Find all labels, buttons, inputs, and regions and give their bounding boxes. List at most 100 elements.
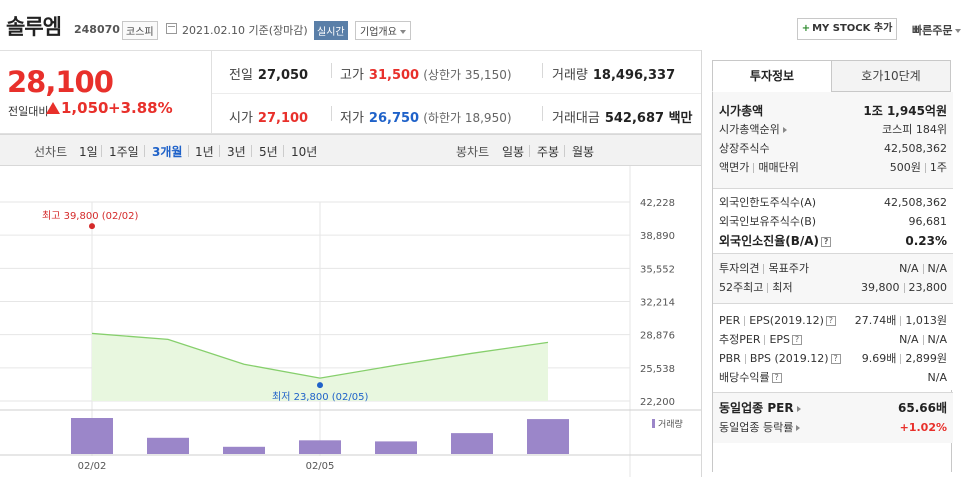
- divider: [903, 283, 905, 293]
- tab-5years[interactable]: 5년: [259, 145, 278, 159]
- per-label: PER: [719, 314, 741, 327]
- tab-orderbook-10[interactable]: 호가10단계: [831, 60, 951, 92]
- week52-high-value: 39,800: [861, 281, 900, 294]
- open-label: 시가: [229, 111, 253, 126]
- per-labels: PER EPS(2019.12)?: [719, 312, 836, 330]
- stock-name: 솔루엠: [6, 15, 62, 39]
- volume-bar: [375, 441, 417, 454]
- bps-label: BPS (2019.12): [749, 352, 829, 365]
- my-stock-add-button[interactable]: + MY STOCK 추가: [797, 18, 897, 40]
- tab-1year[interactable]: 1년: [195, 145, 214, 159]
- section-divider: [713, 303, 953, 304]
- tab-monthly-candle[interactable]: 월봉: [572, 145, 595, 159]
- shares-row: 상장주식수 42,508,362: [719, 140, 947, 158]
- candle-chart-label[interactable]: 봉차트: [456, 145, 490, 159]
- change-label: 전일대비: [8, 105, 49, 118]
- divider: [101, 145, 102, 157]
- week52-values: 39,800 23,800: [861, 279, 947, 297]
- sector-section: 동일업종 PER 65.66배 동일업종 등락률 +1.02%: [713, 393, 953, 443]
- volume-bar: [299, 440, 341, 454]
- valuation-section: PER EPS(2019.12)? 27.74배 1,013원 추정PER EPS? …: [713, 304, 953, 390]
- sector-rate-row[interactable]: 동일업종 등락률 +1.02%: [719, 419, 947, 437]
- face-value-labels: 액면가 매매단위: [719, 159, 799, 177]
- pbr-value: 9.69배: [861, 352, 897, 365]
- high-point: [89, 223, 95, 230]
- divider: [283, 145, 284, 157]
- tab-investment-info[interactable]: 투자정보: [712, 60, 832, 92]
- foreign-limit-label: 외국인한도주식수(A): [719, 196, 817, 209]
- volume-bar: [71, 418, 113, 454]
- opinion-labels: 투자의견 목표주가: [719, 260, 809, 278]
- opinion-values: N/A N/A: [899, 260, 947, 278]
- tab-3months[interactable]: 3개월: [152, 145, 183, 159]
- shares-value: 42,508,362: [884, 142, 947, 155]
- tab-3years[interactable]: 3년: [227, 145, 246, 159]
- my-stock-label: MY STOCK 추가: [812, 23, 893, 34]
- foreign-limit-row: 외국인한도주식수(A) 42,508,362: [719, 194, 947, 212]
- volume-bar: [527, 419, 569, 454]
- realtime-button[interactable]: 실시간: [314, 21, 348, 40]
- face-value-values: 500원 1주: [890, 159, 947, 177]
- amount-value: 542,687 백만: [604, 111, 693, 126]
- divider: [144, 145, 145, 157]
- divider: [564, 145, 565, 157]
- market-cap-label: 시가총액: [719, 104, 764, 118]
- divider: [753, 163, 755, 173]
- chevron-right-icon: [796, 425, 801, 431]
- help-icon[interactable]: ?: [792, 335, 803, 345]
- volume-value: 18,496,337: [592, 68, 676, 83]
- market-cap-rank-row[interactable]: 시가총액순위 코스피 184위: [719, 121, 947, 139]
- sector-per-link[interactable]: 동일업종 PER: [719, 399, 801, 417]
- quote-row: 시가 27,100 저가 26,750 (하한가 18,950) 거래대금 542,6…: [212, 93, 702, 135]
- tab-weekly-candle[interactable]: 주봉: [537, 145, 560, 159]
- divider: [219, 145, 220, 157]
- volume-bar: [147, 437, 189, 454]
- market-cap-rank-label: 시가총액순위: [719, 123, 780, 136]
- week52-row: 52주최고 최저 39,800 23,800: [719, 279, 947, 297]
- help-icon[interactable]: ?: [821, 236, 832, 247]
- current-price-panel: 28,100 전일대비 1,050 +3.88%: [0, 50, 211, 134]
- sector-rate-link[interactable]: 동일업종 등락률: [719, 419, 801, 437]
- trade-unit-value: 1주: [929, 161, 947, 174]
- tab-10years[interactable]: 10년: [291, 145, 318, 159]
- y-tick-label: 25,538: [640, 364, 675, 375]
- divider: [924, 163, 926, 173]
- current-price: 28,100: [7, 65, 114, 99]
- help-icon[interactable]: ?: [771, 373, 782, 383]
- tab-daily-candle[interactable]: 일봉: [502, 145, 525, 159]
- open-price: 시가 27,100: [229, 107, 308, 126]
- market-cap-section: 시가총액 1조 1,945억원 시가총액순위 코스피 184위 상장주식수 42…: [713, 92, 953, 188]
- face-value-label: 액면가: [719, 161, 750, 174]
- investment-info-panel: 투자정보 호가10단계 시가총액 1조 1,945억원 시가총액순위 코스피 1…: [701, 50, 971, 477]
- divider: [900, 354, 902, 364]
- market-cap-value: 1조 1,945억원: [863, 104, 947, 118]
- price-change: 1,050: [46, 99, 108, 117]
- trade-unit-label: 매매단위: [758, 161, 799, 174]
- section-divider: [713, 188, 953, 189]
- quick-order-dropdown[interactable]: 빠른주문: [912, 22, 962, 38]
- info-tabs: 투자정보 호가10단계: [712, 60, 952, 92]
- quote-row: 전일 27,050 고가 31,500 (상한가 35,150) 거래량 18,496…: [212, 51, 702, 93]
- foreign-hold-value: 96,681: [908, 215, 948, 228]
- sector-per-row[interactable]: 동일업종 PER 65.66배: [719, 399, 947, 417]
- price-chart[interactable]: 42,228 38,890 35,552 32,214 28,876 25,538 22,2…: [0, 166, 701, 477]
- y-tick-label: 35,552: [640, 264, 675, 275]
- tab-1week[interactable]: 1주일: [109, 145, 139, 159]
- company-info-label: 기업개요: [360, 27, 397, 38]
- tab-1day[interactable]: 1일: [79, 145, 98, 159]
- help-icon[interactable]: ?: [825, 316, 836, 326]
- help-icon[interactable]: ?: [830, 354, 841, 364]
- price-line: [91, 332, 549, 379]
- market-cap-rank-link[interactable]: 시가총액순위: [719, 121, 787, 139]
- line-chart-label[interactable]: 선차트: [34, 145, 68, 159]
- section-divider: [713, 253, 953, 254]
- prev-close-label: 전일: [229, 68, 253, 83]
- quote-summary: 전일 27,050 고가 31,500 (상한가 35,150) 거래량 18,496…: [211, 50, 702, 135]
- plus-icon: +: [801, 23, 811, 34]
- company-info-dropdown[interactable]: 기업개요: [355, 21, 411, 40]
- volume-bar: [451, 433, 493, 454]
- high-price: 고가 31,500 (상한가 35,150): [340, 64, 512, 83]
- chart-period-tabs: 선차트 1일 1주일 3개월 1년 3년 5년 10년 봉차트 일봉 주봉 월봉: [0, 134, 701, 166]
- upper-limit: (상한가 35,150): [423, 68, 512, 82]
- y-tick-label: 28,876: [640, 331, 675, 342]
